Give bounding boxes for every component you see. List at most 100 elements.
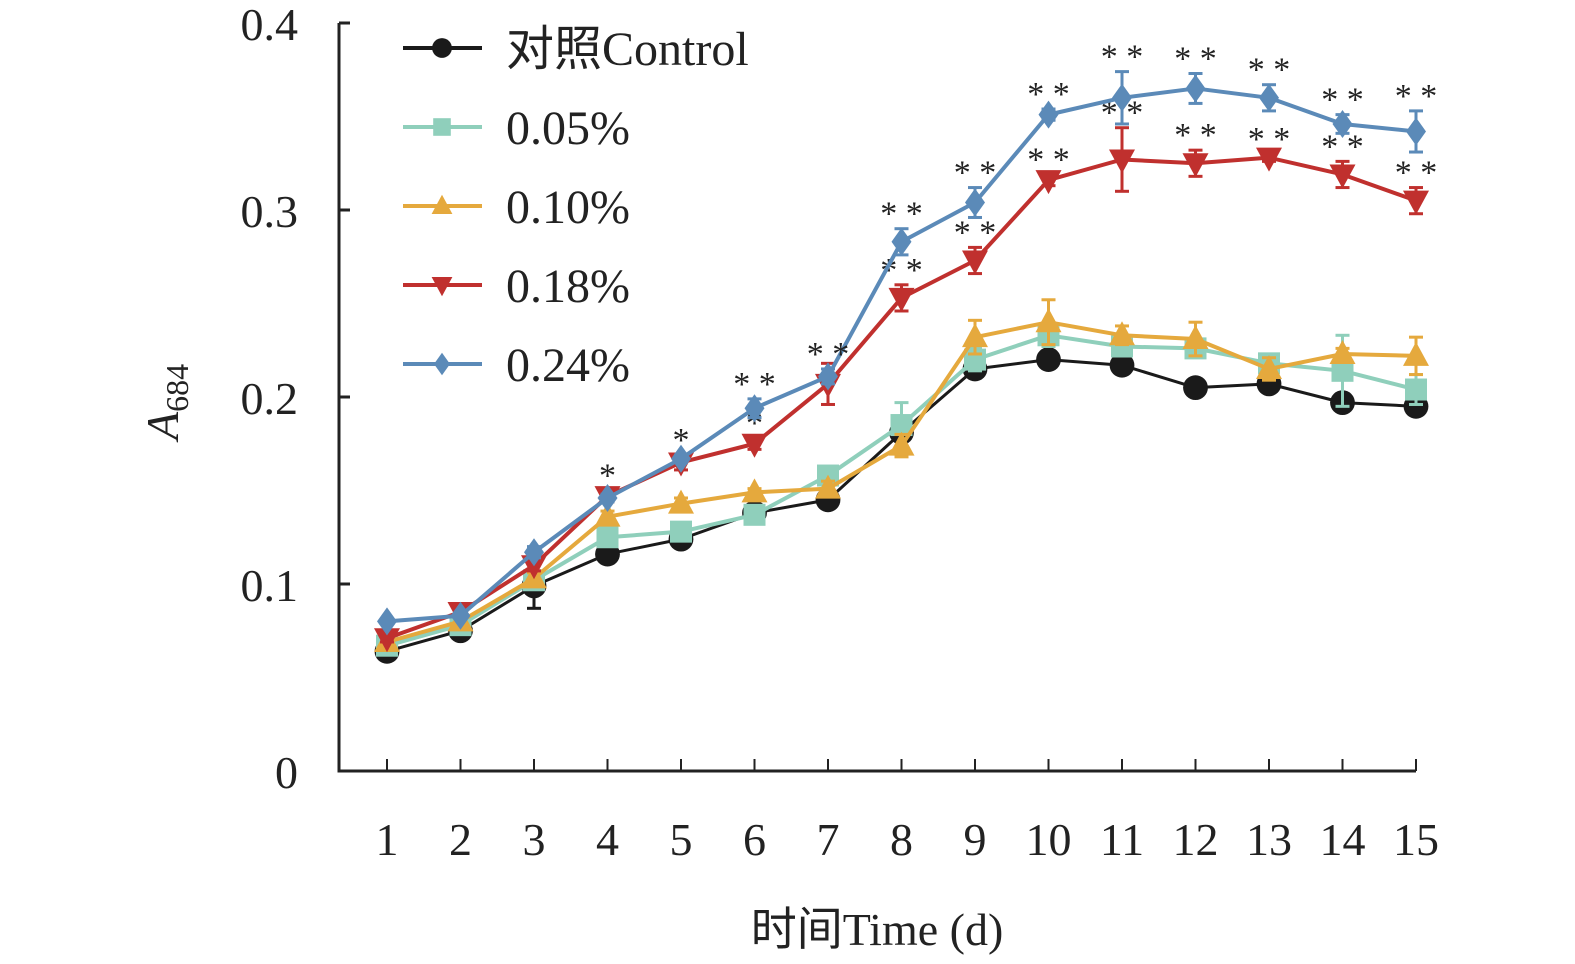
data-point <box>1332 109 1353 138</box>
y-axis-title-main: A <box>137 411 188 443</box>
data-point <box>1036 347 1061 372</box>
significance-label: * * <box>733 366 776 403</box>
significance-label: * * <box>1101 39 1144 76</box>
data-point <box>524 538 544 567</box>
data-point <box>741 433 768 458</box>
x-tick-label: 5 <box>670 814 693 865</box>
data-point <box>668 489 694 514</box>
series-2 <box>374 298 1429 652</box>
legend-label: 对照Control <box>506 23 749 76</box>
data-point <box>741 478 768 503</box>
data-point <box>1331 359 1354 382</box>
data-point <box>1259 83 1279 112</box>
x-tick-label: 11 <box>1100 814 1144 865</box>
x-tick-label: 15 <box>1393 814 1439 865</box>
significance-label: * * <box>1174 117 1217 154</box>
data-point <box>521 555 547 580</box>
data-point <box>1035 308 1062 333</box>
x-tick-label: 6 <box>743 814 766 865</box>
data-point <box>596 526 619 549</box>
data-point <box>890 414 913 437</box>
significance-label: * * <box>1395 78 1438 115</box>
significance-label: * * <box>1395 155 1438 192</box>
significance-label: * * <box>1248 52 1291 89</box>
legend-item: 0.24% <box>403 339 630 392</box>
significance-label: * * <box>954 155 997 192</box>
data-point <box>744 394 765 423</box>
data-point <box>1403 190 1429 215</box>
data-point <box>1182 153 1209 178</box>
x-tick-label: 13 <box>1246 814 1292 865</box>
y-tick-label: 0.3 <box>241 186 299 237</box>
data-point <box>431 194 453 214</box>
data-point <box>597 483 618 512</box>
data-point <box>1256 354 1282 379</box>
legend: 对照Control 0.05% 0.10% 0.18% 0.24% <box>403 23 749 392</box>
y-axis-ticks: 0 0.1 0.2 0.3 0.4 <box>241 0 350 798</box>
x-tick-label: 1 <box>376 814 399 865</box>
data-point <box>965 188 985 217</box>
significance-label: * * <box>1027 76 1070 113</box>
data-point <box>962 323 988 348</box>
data-point <box>377 607 397 636</box>
legend-item: 0.05% <box>403 102 630 155</box>
x-axis-title: 时间Time (d) <box>751 904 1004 955</box>
data-point <box>450 601 471 630</box>
significance-label: * * <box>1321 82 1364 119</box>
y-tick-label: 0.4 <box>241 0 299 50</box>
legend-label: 0.18% <box>506 260 630 313</box>
significance-label: * * <box>807 336 850 373</box>
x-tick-label: 9 <box>964 814 987 865</box>
data-point <box>434 352 450 376</box>
data-point <box>1406 117 1426 146</box>
legend-item: 0.18% <box>403 260 630 313</box>
data-point <box>431 277 453 297</box>
data-point <box>1405 378 1427 401</box>
data-point <box>888 287 915 312</box>
data-point <box>1038 100 1059 129</box>
data-point <box>1109 149 1135 174</box>
data-point <box>433 118 451 136</box>
significance-label: * * <box>1248 121 1291 158</box>
data-point <box>1035 170 1062 195</box>
data-point <box>670 520 692 543</box>
data-point <box>1185 74 1206 103</box>
data-point <box>815 474 841 499</box>
data-point <box>374 628 400 653</box>
data-point <box>962 250 988 275</box>
data-point <box>1182 325 1209 350</box>
x-tick-label: 3 <box>523 814 546 865</box>
legend-item: 0.10% <box>403 181 630 234</box>
x-tick-label: 4 <box>596 814 619 865</box>
significance-label: * * <box>880 196 923 233</box>
series-0 <box>374 347 1429 664</box>
data-point <box>1109 321 1135 346</box>
y-tick-label: 0.2 <box>241 373 299 424</box>
legend-label: 0.24% <box>506 339 630 392</box>
data-point <box>818 362 838 391</box>
legend-label: 0.10% <box>506 181 630 234</box>
legend-label: 0.05% <box>506 102 630 155</box>
data-point <box>1109 352 1135 378</box>
x-tick-label: 2 <box>449 814 472 865</box>
data-point <box>432 38 452 58</box>
data-point <box>1329 164 1356 189</box>
x-tick-label: 12 <box>1173 814 1219 865</box>
y-tick-label: 0 <box>275 747 298 798</box>
data-point <box>1329 339 1356 364</box>
legend-item: 对照Control <box>403 23 749 76</box>
x-tick-label: 8 <box>890 814 913 865</box>
significance-label: * * <box>954 214 997 251</box>
series-4: * * * * * * * * * * * * * * * * * * * * <box>377 39 1437 636</box>
y-axis-title-subscript: 684 <box>159 364 195 412</box>
data-point <box>888 431 915 456</box>
significance-label: * * <box>1174 40 1217 77</box>
data-point <box>743 503 766 526</box>
data-point <box>594 502 621 527</box>
data-point <box>1183 375 1208 401</box>
data-point <box>891 227 912 256</box>
y-axis-title: A684 <box>137 364 195 443</box>
significance-label: * <box>673 422 690 459</box>
data-point <box>671 444 691 473</box>
